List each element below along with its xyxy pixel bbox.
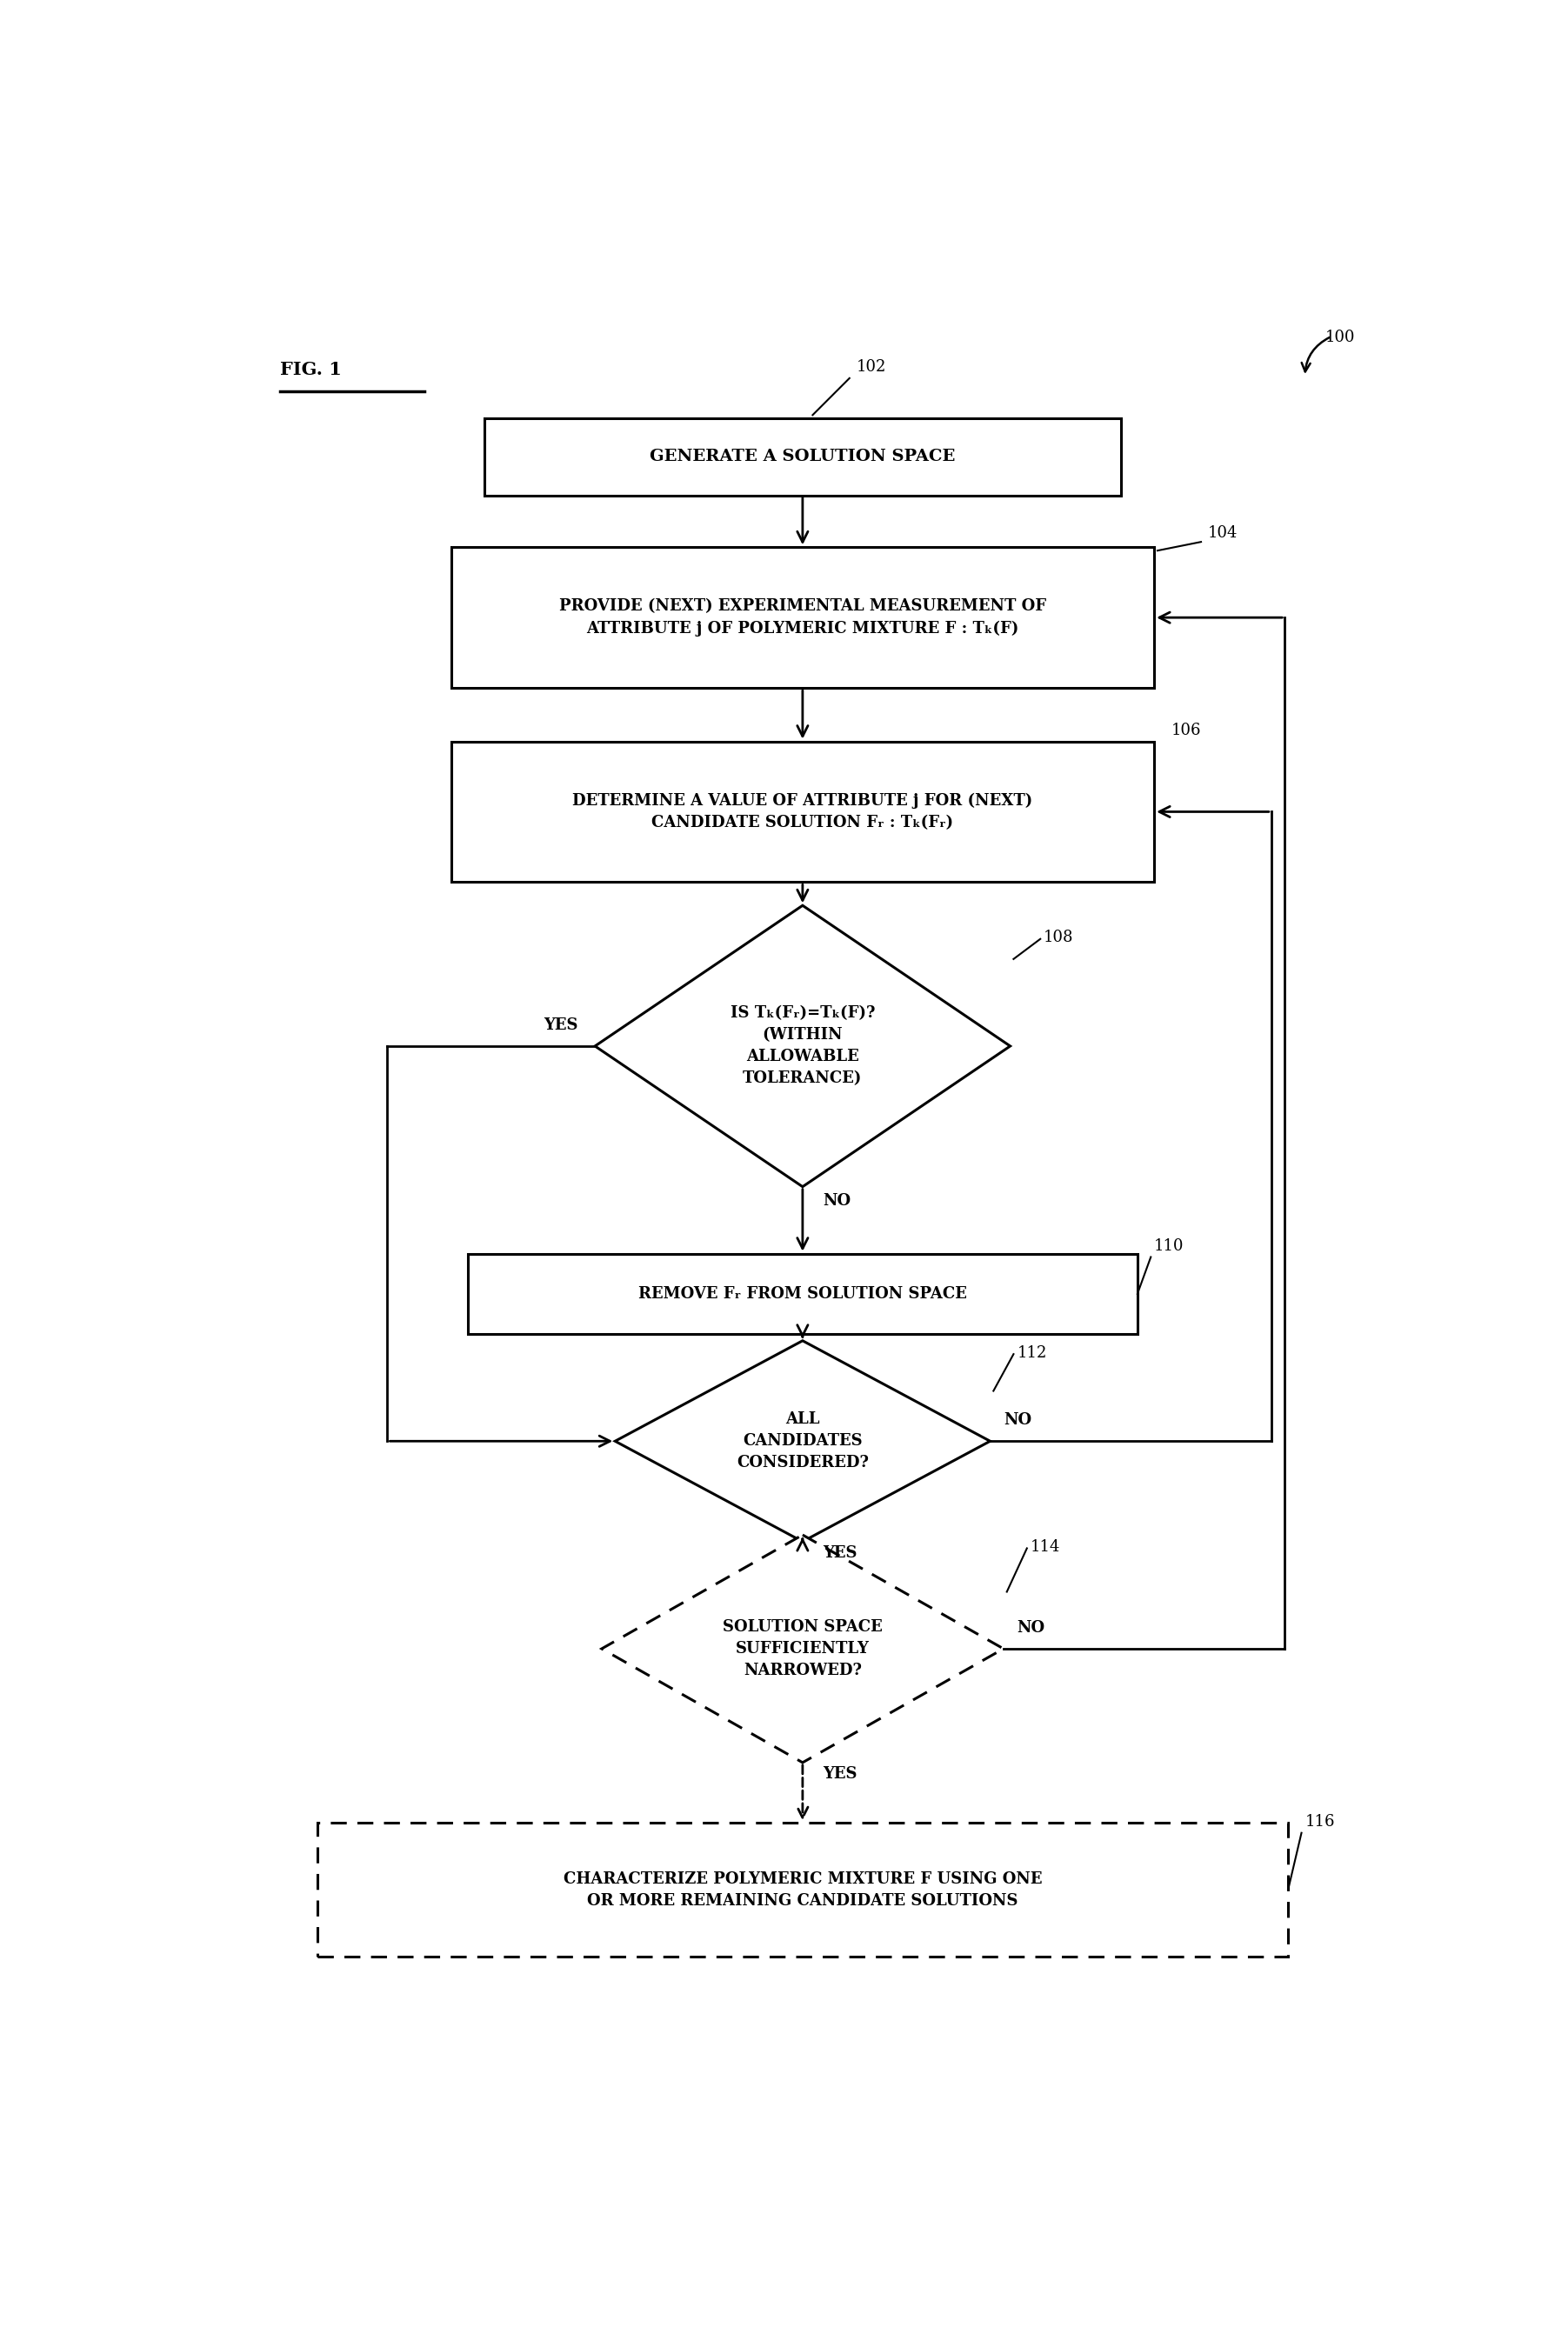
Text: YES: YES (544, 1018, 579, 1032)
Text: ALL
CANDIDATES
CONSIDERED?: ALL CANDIDATES CONSIDERED? (737, 1412, 869, 1470)
Text: 110: 110 (1154, 1237, 1184, 1253)
Text: 114: 114 (1030, 1540, 1060, 1554)
Text: 106: 106 (1171, 724, 1201, 738)
Polygon shape (602, 1536, 1004, 1762)
Text: 104: 104 (1207, 525, 1237, 541)
Text: PROVIDE (NEXT) EXPERIMENTAL MEASUREMENT OF
ATTRIBUTE j OF POLYMERIC MIXTURE F : : PROVIDE (NEXT) EXPERIMENTAL MEASUREMENT … (560, 600, 1046, 637)
FancyBboxPatch shape (452, 742, 1154, 882)
FancyBboxPatch shape (467, 1253, 1137, 1335)
Text: YES: YES (823, 1545, 858, 1561)
FancyBboxPatch shape (317, 1823, 1287, 1956)
Text: 112: 112 (1018, 1344, 1047, 1361)
Polygon shape (594, 906, 1010, 1186)
Text: 116: 116 (1305, 1814, 1334, 1830)
Text: YES: YES (823, 1767, 858, 1781)
Text: GENERATE A SOLUTION SPACE: GENERATE A SOLUTION SPACE (649, 448, 955, 464)
Text: 108: 108 (1044, 929, 1074, 945)
Text: SOLUTION SPACE
SUFFICIENTLY
NARROWED?: SOLUTION SPACE SUFFICIENTLY NARROWED? (723, 1620, 883, 1678)
Text: NO: NO (1018, 1620, 1044, 1636)
Polygon shape (615, 1340, 989, 1540)
FancyBboxPatch shape (485, 418, 1121, 495)
Text: 100: 100 (1325, 329, 1355, 345)
Text: DETERMINE A VALUE OF ATTRIBUTE j FOR (NEXT)
CANDIDATE SOLUTION Fᵣ : Tₖ(Fᵣ): DETERMINE A VALUE OF ATTRIBUTE j FOR (NE… (572, 794, 1033, 831)
Text: 102: 102 (856, 359, 886, 376)
Text: CHARACTERIZE POLYMERIC MIXTURE F USING ONE
OR MORE REMAINING CANDIDATE SOLUTIONS: CHARACTERIZE POLYMERIC MIXTURE F USING O… (563, 1872, 1043, 1909)
Text: NO: NO (1004, 1412, 1032, 1428)
Text: IS Tₖ(Fᵣ)=Tₖ(F)?
(WITHIN
ALLOWABLE
TOLERANCE): IS Tₖ(Fᵣ)=Tₖ(F)? (WITHIN ALLOWABLE TOLER… (731, 1006, 875, 1088)
Text: REMOVE Fᵣ FROM SOLUTION SPACE: REMOVE Fᵣ FROM SOLUTION SPACE (638, 1286, 967, 1302)
Text: NO: NO (823, 1193, 850, 1209)
Text: FIG. 1: FIG. 1 (281, 362, 342, 378)
FancyBboxPatch shape (452, 546, 1154, 689)
